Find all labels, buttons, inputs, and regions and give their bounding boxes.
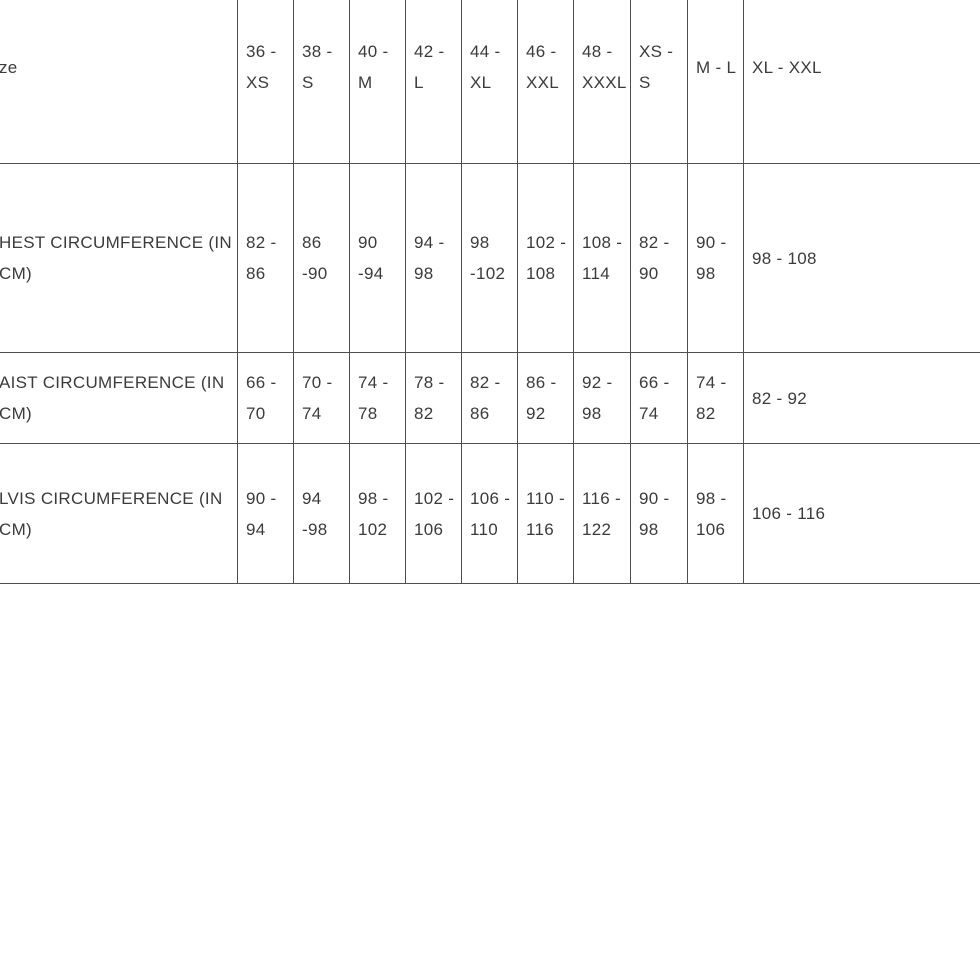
chest-value-xs-s: 82 - 90 xyxy=(630,163,688,353)
column-header-40-m: 40 - M xyxy=(349,0,406,164)
table-row-chest: HEST CIRCUMFERENCE (IN CM) 82 - 86 86 -9… xyxy=(0,163,980,353)
waist-value-xs-s: 66 - 74 xyxy=(630,352,688,444)
chest-value-40-m: 90 -94 xyxy=(349,163,406,353)
waist-value-36-xs: 66 - 70 xyxy=(237,352,294,444)
waist-value-xl-xxl: 82 - 92 xyxy=(743,352,980,444)
column-header-xs-s: XS - S xyxy=(630,0,688,164)
corner-size-label: ze xyxy=(0,0,238,164)
pelvis-value-xl-xxl: 106 - 116 xyxy=(743,443,980,584)
size-chart: ze 36 - XS 38 - S 40 - M 42 - L 44 - XL … xyxy=(0,0,980,584)
pelvis-value-40-m: 98 - 102 xyxy=(349,443,406,584)
waist-value-48-xxxl: 92 - 98 xyxy=(573,352,631,444)
row-label-chest-circumference: HEST CIRCUMFERENCE (IN CM) xyxy=(0,163,238,353)
pelvis-value-m-l: 98 - 106 xyxy=(687,443,744,584)
column-header-44-xl: 44 - XL xyxy=(461,0,518,164)
column-header-m-l: M - L xyxy=(687,0,744,164)
chest-value-46-xxl: 102 - 108 xyxy=(517,163,574,353)
column-header-36-xs: 36 - XS xyxy=(237,0,294,164)
waist-value-40-m: 74 - 78 xyxy=(349,352,406,444)
waist-value-44-xl: 82 - 86 xyxy=(461,352,518,444)
chest-value-m-l: 90 - 98 xyxy=(687,163,744,353)
size-chart-table: ze 36 - XS 38 - S 40 - M 42 - L 44 - XL … xyxy=(0,0,980,584)
pelvis-value-44-xl: 106 - 110 xyxy=(461,443,518,584)
chest-value-44-xl: 98 -102 xyxy=(461,163,518,353)
pelvis-value-38-s: 94 -98 xyxy=(293,443,350,584)
chest-value-42-l: 94 - 98 xyxy=(405,163,462,353)
pelvis-value-46-xxl: 110 - 116 xyxy=(517,443,574,584)
column-header-46-xxl: 46 - XXL xyxy=(517,0,574,164)
waist-value-38-s: 70 - 74 xyxy=(293,352,350,444)
header-row: ze 36 - XS 38 - S 40 - M 42 - L 44 - XL … xyxy=(0,0,980,164)
waist-value-42-l: 78 - 82 xyxy=(405,352,462,444)
column-header-48-xxxl: 48 - XXXL xyxy=(573,0,631,164)
pelvis-value-36-xs: 90 - 94 xyxy=(237,443,294,584)
chest-value-38-s: 86 -90 xyxy=(293,163,350,353)
pelvis-value-42-l: 102 - 106 xyxy=(405,443,462,584)
pelvis-value-48-xxxl: 116 - 122 xyxy=(573,443,631,584)
pelvis-value-xs-s: 90 - 98 xyxy=(630,443,688,584)
waist-value-m-l: 74 - 82 xyxy=(687,352,744,444)
chest-value-48-xxxl: 108 - 114 xyxy=(573,163,631,353)
table-row-waist: AIST CIRCUMFERENCE (IN CM) 66 - 70 70 - … xyxy=(0,352,980,444)
table-row-pelvis: LVIS CIRCUMFERENCE (IN CM) 90 - 94 94 -9… xyxy=(0,443,980,584)
column-header-xl-xxl: XL - XXL xyxy=(743,0,980,164)
chest-value-36-xs: 82 - 86 xyxy=(237,163,294,353)
row-label-pelvis-circumference: LVIS CIRCUMFERENCE (IN CM) xyxy=(0,443,238,584)
column-header-38-s: 38 - S xyxy=(293,0,350,164)
chest-value-xl-xxl: 98 - 108 xyxy=(743,163,980,353)
row-label-waist-circumference: AIST CIRCUMFERENCE (IN CM) xyxy=(0,352,238,444)
column-header-42-l: 42 - L xyxy=(405,0,462,164)
waist-value-46-xxl: 86 - 92 xyxy=(517,352,574,444)
